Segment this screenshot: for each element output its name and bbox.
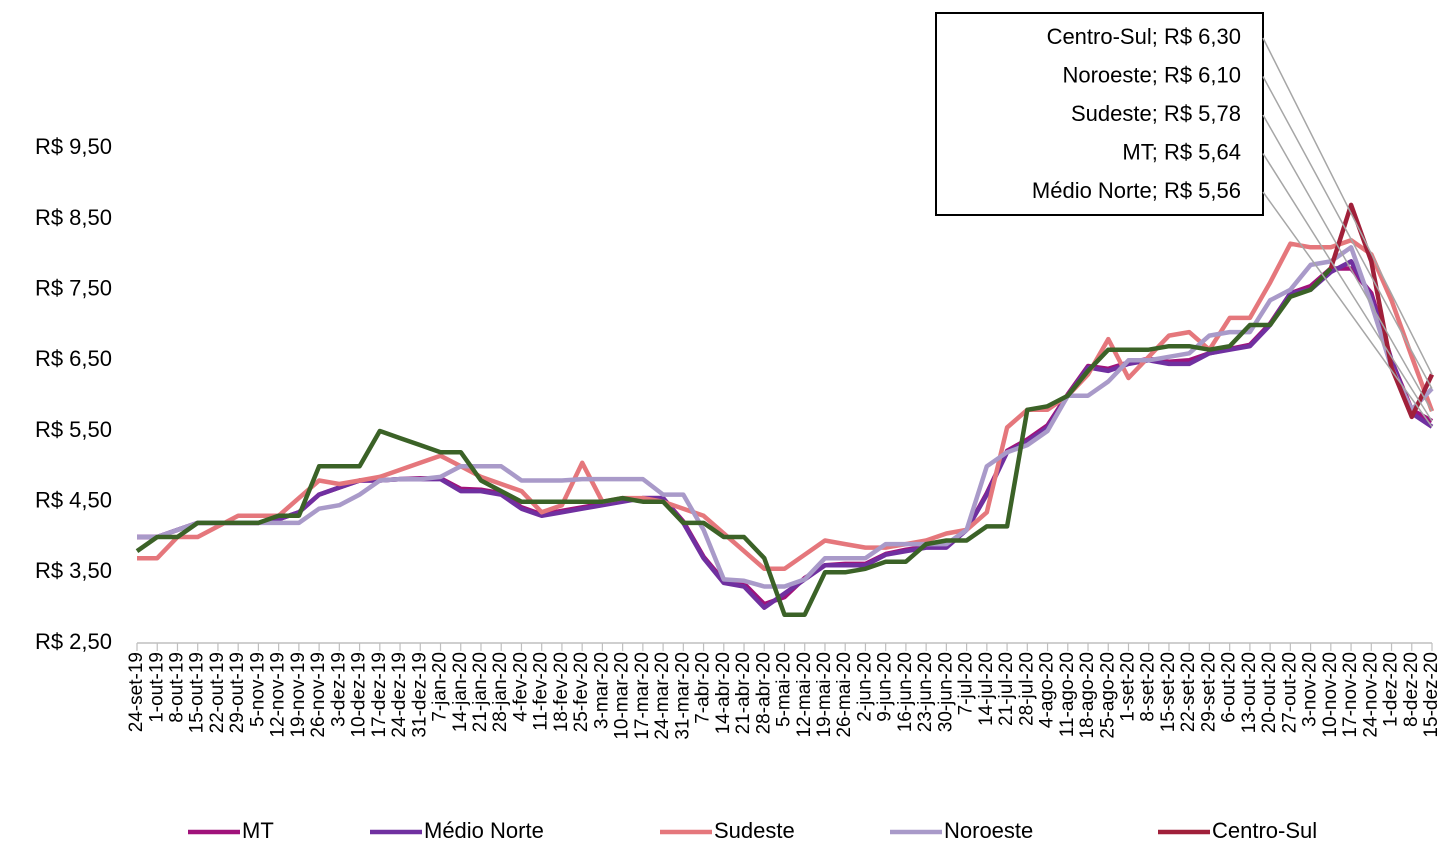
x-tick-label: 4-ago-20: [1037, 652, 1058, 728]
x-tick-label: 24-set-19: [126, 652, 147, 732]
annotation-box: [935, 12, 1264, 216]
x-tick-label: 3-dez-19: [328, 652, 349, 727]
x-tick-label: 1-out-19: [146, 652, 167, 723]
x-tick-label: 25-ago-20: [1097, 652, 1118, 739]
x-tick-label: 18-fev-20: [551, 652, 572, 732]
x-tick-label: 23-jun-20: [915, 652, 936, 732]
x-tick-label: 4-fev-20: [510, 652, 531, 722]
x-tick-label: 22-out-19: [207, 652, 228, 733]
y-tick-label: R$ 7,50: [35, 275, 112, 300]
y-tick-label: R$ 8,50: [35, 205, 112, 230]
x-tick-label: 28-jul-20: [1016, 652, 1037, 726]
x-tick-label: 7-jul-20: [956, 652, 977, 715]
x-tick-label: 5-nov-19: [247, 652, 268, 727]
series-line: [137, 259, 1434, 610]
x-tick-label: 24-dez-19: [389, 652, 410, 738]
x-tick-label: 19-mai-20: [814, 652, 835, 738]
x-tick-label: 14-abr-20: [713, 652, 734, 734]
x-tick-label: 17-mar-20: [632, 652, 653, 740]
x-tick-label: 30-jun-20: [935, 652, 956, 732]
leader-line: [1262, 37, 1433, 375]
y-tick-label: R$ 9,50: [35, 134, 112, 159]
series-line: [135, 266, 1333, 617]
x-tick-label: 22-set-20: [1178, 652, 1199, 732]
x-tick-label: 5-mai-20: [774, 652, 795, 727]
end-label: Sudeste; R$ 5,78: [1071, 101, 1241, 126]
x-tick-label: 24-nov-20: [1360, 652, 1381, 738]
x-tick-label: 31-mar-20: [672, 652, 693, 740]
y-tick-label: R$ 4,50: [35, 487, 112, 512]
x-tick-label: 6-out-20: [1219, 652, 1240, 723]
x-tick-label: 8-set-20: [1138, 652, 1159, 722]
leader-line: [1262, 76, 1433, 389]
end-label: MT; R$ 5,64: [1122, 139, 1241, 164]
x-tick-label: 3-mar-20: [591, 652, 612, 729]
x-tick-label: 29-set-20: [1198, 652, 1219, 732]
x-tick-label: 10-mar-20: [612, 652, 633, 740]
x-tick-label: 18-ago-20: [1077, 652, 1098, 739]
series-line: [1328, 202, 1435, 420]
x-tick-label: 27-out-20: [1279, 652, 1300, 733]
x-tick-label: 21-jul-20: [996, 652, 1017, 726]
x-tick-label: 3-nov-20: [1300, 652, 1321, 727]
y-tick-label: R$ 3,50: [35, 558, 112, 583]
x-tick-label: 17-dez-19: [369, 652, 390, 738]
y-tick-label: R$ 5,50: [35, 417, 112, 442]
x-tick-label: 8-dez-20: [1401, 652, 1422, 727]
x-tick-label: 29-out-19: [227, 652, 248, 733]
y-tick-label: R$ 6,50: [35, 346, 112, 371]
x-tick-label: 10-dez-19: [349, 652, 370, 738]
x-tick-label: 1-dez-20: [1381, 652, 1402, 727]
x-tick-label: 25-fev-20: [571, 652, 592, 732]
x-tick-label: 24-mar-20: [652, 652, 673, 740]
legend-label: Noroeste: [944, 818, 1033, 843]
x-tick-label: 9-jun-20: [875, 652, 896, 722]
x-tick-label: 21-abr-20: [733, 652, 754, 734]
x-tick-label: 11-ago-20: [1057, 652, 1078, 737]
y-tick-label: R$ 2,50: [35, 629, 112, 654]
legend-label: Centro-Sul: [1212, 818, 1317, 843]
x-tick-label: 15-out-19: [187, 652, 208, 733]
x-tick-label: 15-set-20: [1158, 652, 1179, 732]
x-tick-label: 12-mai-20: [794, 652, 815, 738]
x-tick-label: 28-jan-20: [490, 652, 511, 732]
series-line: [137, 245, 1434, 589]
series-line: [137, 237, 1435, 572]
x-tick-label: 20-out-20: [1259, 652, 1280, 733]
x-tick-label: 19-nov-19: [288, 652, 309, 738]
leader-line: [1262, 153, 1433, 422]
x-tick-label: 17-nov-20: [1340, 652, 1361, 738]
end-label: Médio Norte; R$ 5,56: [1032, 178, 1241, 203]
x-tick-label: 10-nov-20: [1320, 652, 1341, 738]
x-tick-label: 8-out-19: [166, 652, 187, 723]
x-tick-label: 26-nov-19: [308, 652, 329, 738]
x-tick-label: 2-jun-20: [854, 652, 875, 722]
leader-line: [1262, 191, 1433, 428]
x-tick-label: 28-abr-20: [753, 652, 774, 734]
legend-label: Médio Norte: [424, 818, 544, 843]
x-tick-label: 14-jan-20: [450, 652, 471, 732]
x-tick-label: 16-jun-20: [895, 652, 916, 732]
end-label: Centro-Sul; R$ 6,30: [1047, 24, 1241, 49]
x-tick-label: 11-fev-20: [531, 652, 552, 731]
x-tick-label: 31-dez-19: [409, 652, 430, 738]
x-tick-label: 14-jul-20: [976, 652, 997, 726]
legend-label: Sudeste: [714, 818, 795, 843]
x-tick-label: 7-jan-20: [430, 652, 451, 722]
x-tick-label: 12-nov-19: [268, 652, 289, 738]
x-tick-label: 7-abr-20: [693, 652, 714, 724]
leader-line: [1262, 114, 1433, 412]
x-tick-label: 13-out-20: [1239, 652, 1260, 733]
x-tick-label: 15-dez-20: [1421, 652, 1442, 738]
legend-label: MT: [242, 818, 274, 843]
x-tick-label: 1-set-20: [1118, 652, 1139, 722]
x-tick-label: 21-jan-20: [470, 652, 491, 732]
end-label: Noroeste; R$ 6,10: [1062, 62, 1241, 87]
x-tick-label: 26-mai-20: [834, 652, 855, 738]
